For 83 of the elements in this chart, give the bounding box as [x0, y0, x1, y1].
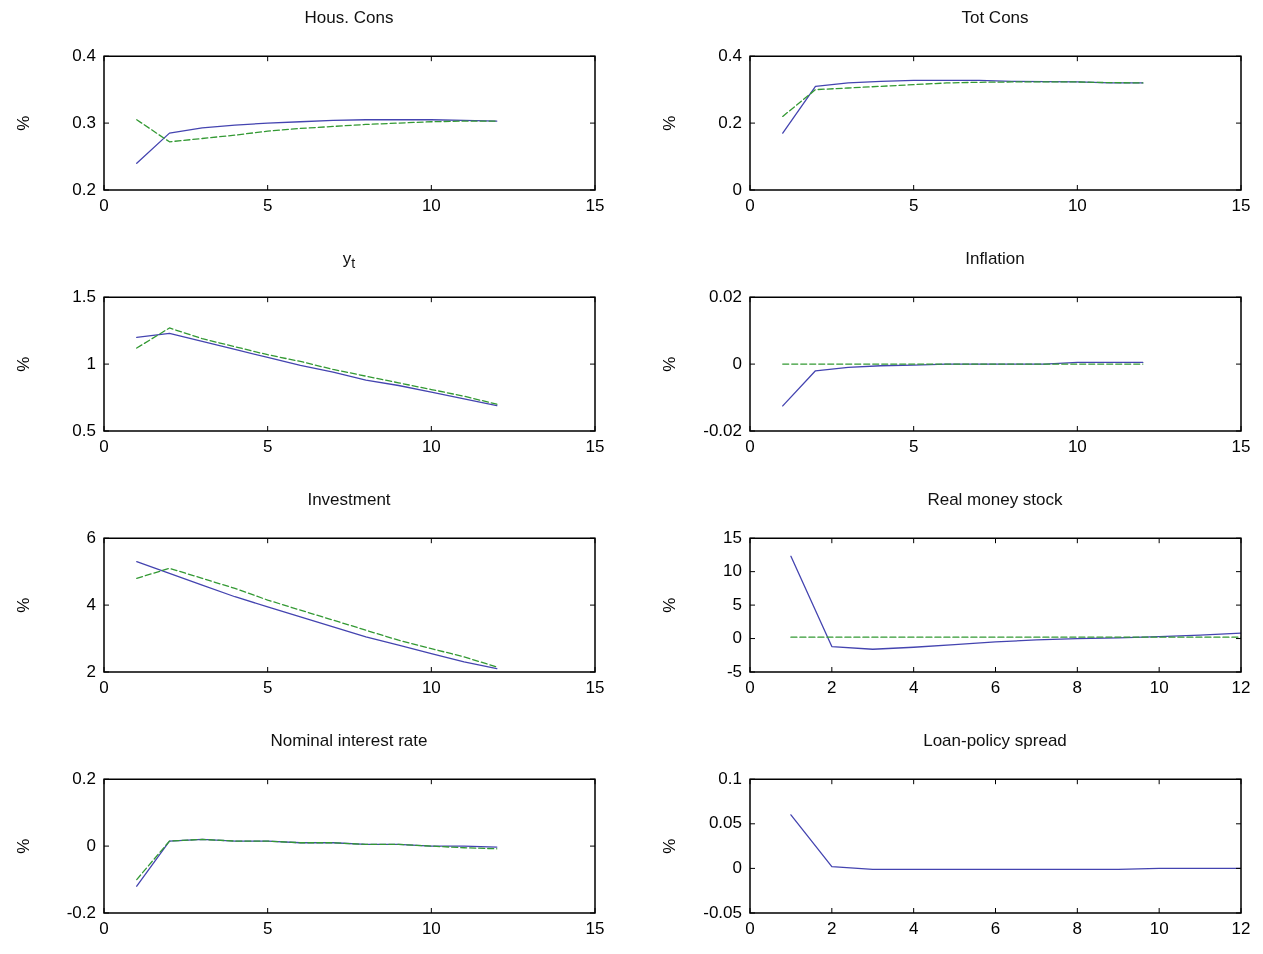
x-tick-label: 10	[1067, 436, 1087, 456]
y-tick-label: 0.02	[708, 286, 742, 306]
x-tick-label: 5	[262, 195, 273, 215]
y-tick-label: -5	[726, 661, 742, 681]
x-tick-label: 0	[745, 436, 755, 456]
chart-title: Real money stock	[926, 490, 1064, 510]
chart-title: Loan-policy spread	[922, 731, 1068, 751]
x-tick-label: 10	[421, 195, 441, 215]
y-tick-label: 0.1	[718, 768, 742, 788]
x-tick-label: 12	[1231, 918, 1251, 938]
x-tick-label: 2	[827, 918, 837, 938]
x-tick-label: 15	[585, 195, 605, 215]
y-axis-title: %	[13, 115, 33, 131]
y-tick-label: -0.2	[66, 902, 96, 922]
x-tick-label: 5	[262, 918, 273, 938]
x-tick-label: 8	[1072, 677, 1083, 697]
y-tick-label: 0.3	[72, 112, 96, 132]
x-tick-label: 10	[1149, 918, 1169, 938]
y-axis-title: %	[13, 597, 33, 613]
y-tick-label: 0.5	[72, 420, 96, 440]
y-tick-label: -0.02	[703, 420, 742, 440]
x-tick-label: 10	[1149, 677, 1169, 697]
y-tick-label: 0.2	[72, 768, 96, 788]
y-axis-title: %	[659, 838, 679, 854]
y-tick-label: 0.4	[718, 45, 742, 65]
chart-title: Investment	[306, 490, 392, 510]
y-tick-label: 1.5	[72, 286, 96, 306]
x-tick-label: 0	[99, 436, 109, 456]
y-tick-label: 10	[723, 561, 742, 581]
y-tick-label: 1	[86, 353, 96, 373]
x-tick-label: 4	[908, 677, 919, 697]
x-tick-label: 0	[99, 195, 109, 215]
x-tick-label: 5	[262, 436, 273, 456]
x-tick-label: 4	[908, 918, 919, 938]
y-tick-label: 0	[732, 179, 742, 199]
x-tick-label: 15	[585, 677, 605, 697]
y-tick-label: 0.2	[72, 179, 96, 199]
x-tick-label: 0	[99, 918, 109, 938]
y-axis-title: %	[659, 356, 679, 372]
x-tick-label: 15	[1231, 436, 1251, 456]
x-tick-label: 15	[585, 918, 605, 938]
x-tick-label: 10	[421, 436, 441, 456]
x-tick-label: 15	[585, 436, 605, 456]
y-axis-title: %	[13, 838, 33, 854]
x-tick-label: 5	[908, 436, 919, 456]
x-tick-label: 10	[421, 918, 441, 938]
x-tick-label: 0	[745, 918, 755, 938]
y-axis-title: %	[659, 597, 679, 613]
y-tick-label: 0.4	[72, 45, 96, 65]
y-tick-label: 4	[86, 594, 96, 614]
line-series	[136, 119, 498, 143]
chart-title: Nominal interest rate	[269, 731, 429, 751]
chart-title: Hous. Cons	[303, 8, 395, 28]
y-tick-label: 0.05	[708, 813, 742, 833]
x-tick-label: 15	[1231, 195, 1251, 215]
x-tick-label: 8	[1072, 918, 1083, 938]
x-tick-label: 0	[99, 677, 109, 697]
y-tick-label: 0	[86, 835, 96, 855]
y-tick-label: 0.2	[718, 112, 742, 132]
x-tick-label: 5	[908, 195, 919, 215]
y-tick-label: 15	[723, 527, 742, 547]
x-tick-label: 12	[1231, 677, 1251, 697]
y-tick-label: 0	[732, 353, 742, 373]
x-tick-label: 10	[421, 677, 441, 697]
x-tick-label: 6	[990, 677, 1001, 697]
y-tick-label: 6	[86, 527, 96, 547]
y-tick-label: 5	[732, 594, 742, 614]
x-tick-label: 0	[745, 677, 755, 697]
y-axis-title: %	[659, 115, 679, 131]
y-tick-label: 0	[732, 858, 742, 878]
x-tick-label: 0	[745, 195, 755, 215]
x-tick-label: 2	[827, 677, 837, 697]
y-tick-label: -0.05	[703, 902, 742, 922]
x-tick-label: 10	[1067, 195, 1087, 215]
y-tick-label: 2	[86, 661, 96, 681]
x-tick-label: 6	[990, 918, 1001, 938]
x-tick-label: 5	[262, 677, 273, 697]
chart-title: Tot Cons	[960, 8, 1030, 28]
line-series	[782, 81, 1144, 118]
y-tick-label: 0	[732, 628, 742, 648]
chart-title: Inflation	[964, 249, 1026, 269]
chart-title: y$_{t}$	[341, 249, 357, 272]
y-axis-title: %	[13, 356, 33, 372]
